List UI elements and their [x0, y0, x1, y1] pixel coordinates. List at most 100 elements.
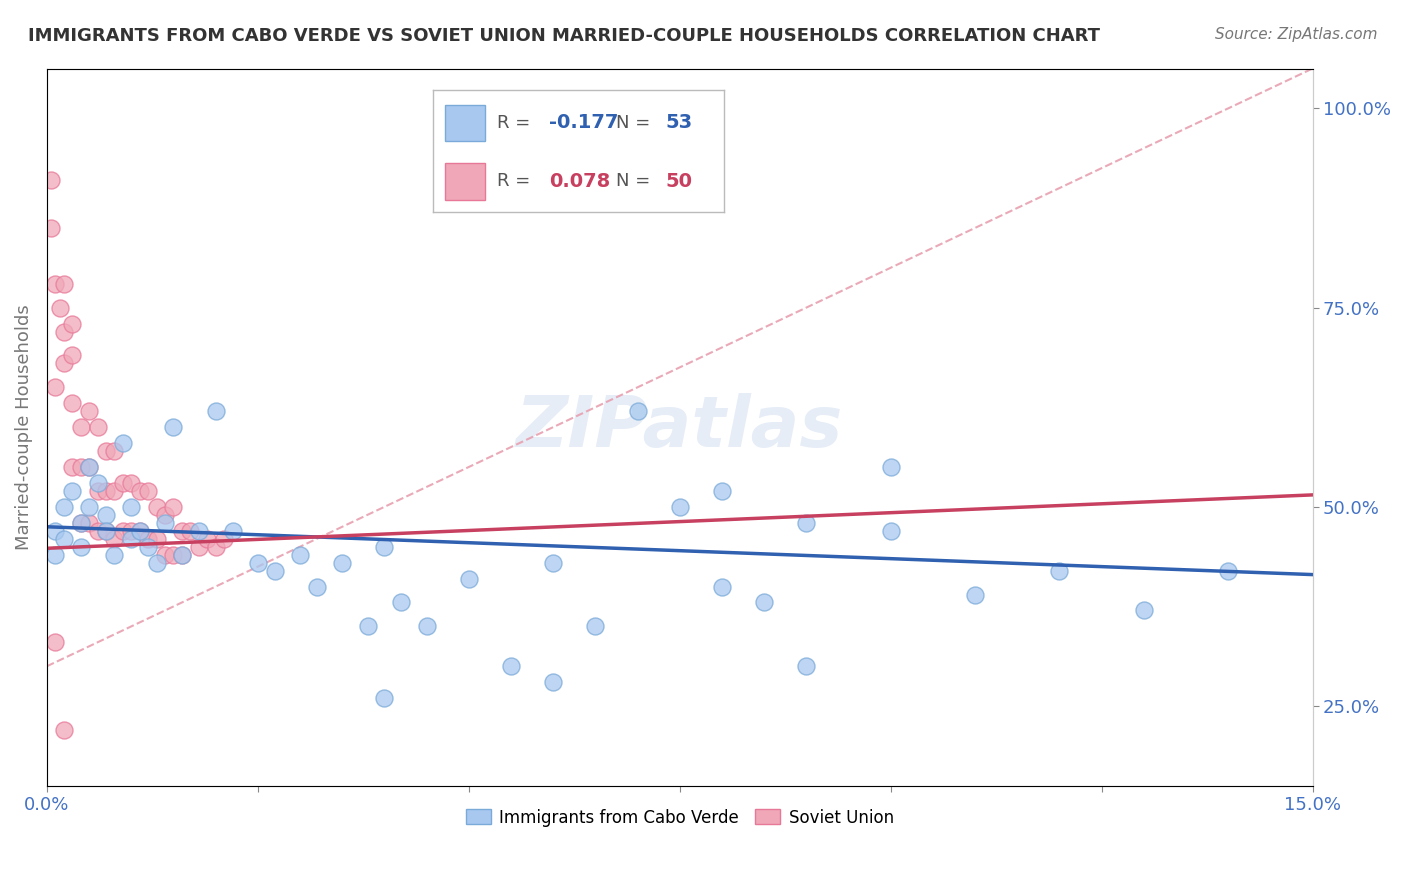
Point: [86, 420, 108, 434]
Point: [145, 500, 167, 514]
Point: [305, 580, 328, 594]
Point: [162, 548, 184, 562]
Point: [77, 460, 100, 475]
Point: [94, 444, 117, 458]
Point: [128, 524, 150, 538]
Point: [583, 619, 606, 633]
Point: [879, 524, 901, 538]
Point: [373, 540, 395, 554]
Point: [170, 548, 193, 562]
Point: [60, 317, 83, 331]
Point: [77, 460, 100, 475]
Point: [44, 524, 66, 538]
Point: [94, 483, 117, 498]
Point: [120, 500, 142, 514]
Point: [145, 532, 167, 546]
Point: [541, 556, 564, 570]
Point: [626, 404, 648, 418]
Point: [77, 500, 100, 514]
Point: [77, 516, 100, 530]
Point: [153, 516, 176, 530]
Point: [668, 500, 690, 514]
Point: [39, 221, 62, 235]
Point: [541, 675, 564, 690]
Point: [111, 475, 134, 490]
Point: [120, 532, 142, 546]
Point: [111, 524, 134, 538]
Point: [170, 524, 193, 538]
Point: [288, 548, 311, 562]
Point: [221, 524, 243, 538]
Point: [86, 524, 108, 538]
Point: [1049, 564, 1071, 578]
Point: [44, 277, 66, 291]
Point: [187, 540, 209, 554]
Point: [120, 524, 142, 538]
Point: [1218, 564, 1240, 578]
Point: [145, 556, 167, 570]
Point: [44, 380, 66, 394]
Point: [39, 173, 62, 187]
Point: [86, 475, 108, 490]
Point: [794, 516, 817, 530]
Point: [162, 500, 184, 514]
Point: [52, 325, 75, 339]
Text: IMMIGRANTS FROM CABO VERDE VS SOVIET UNION MARRIED-COUPLE HOUSEHOLDS CORRELATION: IMMIGRANTS FROM CABO VERDE VS SOVIET UNI…: [28, 27, 1099, 45]
Point: [879, 460, 901, 475]
Point: [204, 404, 226, 418]
Text: Source: ZipAtlas.com: Source: ZipAtlas.com: [1215, 27, 1378, 42]
Point: [77, 404, 100, 418]
Point: [1133, 603, 1156, 617]
Point: [187, 524, 209, 538]
Point: [52, 532, 75, 546]
Point: [136, 540, 159, 554]
Point: [86, 483, 108, 498]
Point: [457, 572, 479, 586]
Point: [965, 587, 987, 601]
Point: [69, 540, 91, 554]
Point: [128, 483, 150, 498]
Point: [60, 396, 83, 410]
Point: [60, 348, 83, 362]
Text: ZIPatlas: ZIPatlas: [516, 392, 844, 462]
Point: [94, 508, 117, 522]
Point: [120, 475, 142, 490]
Point: [246, 556, 269, 570]
Point: [52, 723, 75, 737]
Point: [162, 420, 184, 434]
Point: [44, 548, 66, 562]
Point: [263, 564, 285, 578]
Point: [710, 580, 733, 594]
Point: [103, 444, 125, 458]
Point: [195, 532, 218, 546]
Point: [103, 483, 125, 498]
Point: [52, 500, 75, 514]
Point: [330, 556, 353, 570]
Point: [153, 508, 176, 522]
Point: [60, 483, 83, 498]
Point: [179, 524, 201, 538]
Point: [69, 420, 91, 434]
Point: [48, 301, 70, 315]
Point: [212, 532, 235, 546]
Point: [389, 595, 412, 609]
Point: [94, 524, 117, 538]
Point: [94, 524, 117, 538]
Point: [44, 635, 66, 649]
Point: [794, 659, 817, 673]
Point: [356, 619, 378, 633]
Point: [128, 524, 150, 538]
Point: [69, 516, 91, 530]
Point: [752, 595, 775, 609]
Point: [52, 356, 75, 370]
Legend: Immigrants from Cabo Verde, Soviet Union: Immigrants from Cabo Verde, Soviet Union: [457, 800, 903, 835]
Point: [415, 619, 437, 633]
Point: [60, 460, 83, 475]
Point: [204, 540, 226, 554]
Point: [373, 691, 395, 706]
Point: [69, 516, 91, 530]
Point: [103, 532, 125, 546]
Point: [170, 548, 193, 562]
Point: [710, 483, 733, 498]
Point: [153, 548, 176, 562]
